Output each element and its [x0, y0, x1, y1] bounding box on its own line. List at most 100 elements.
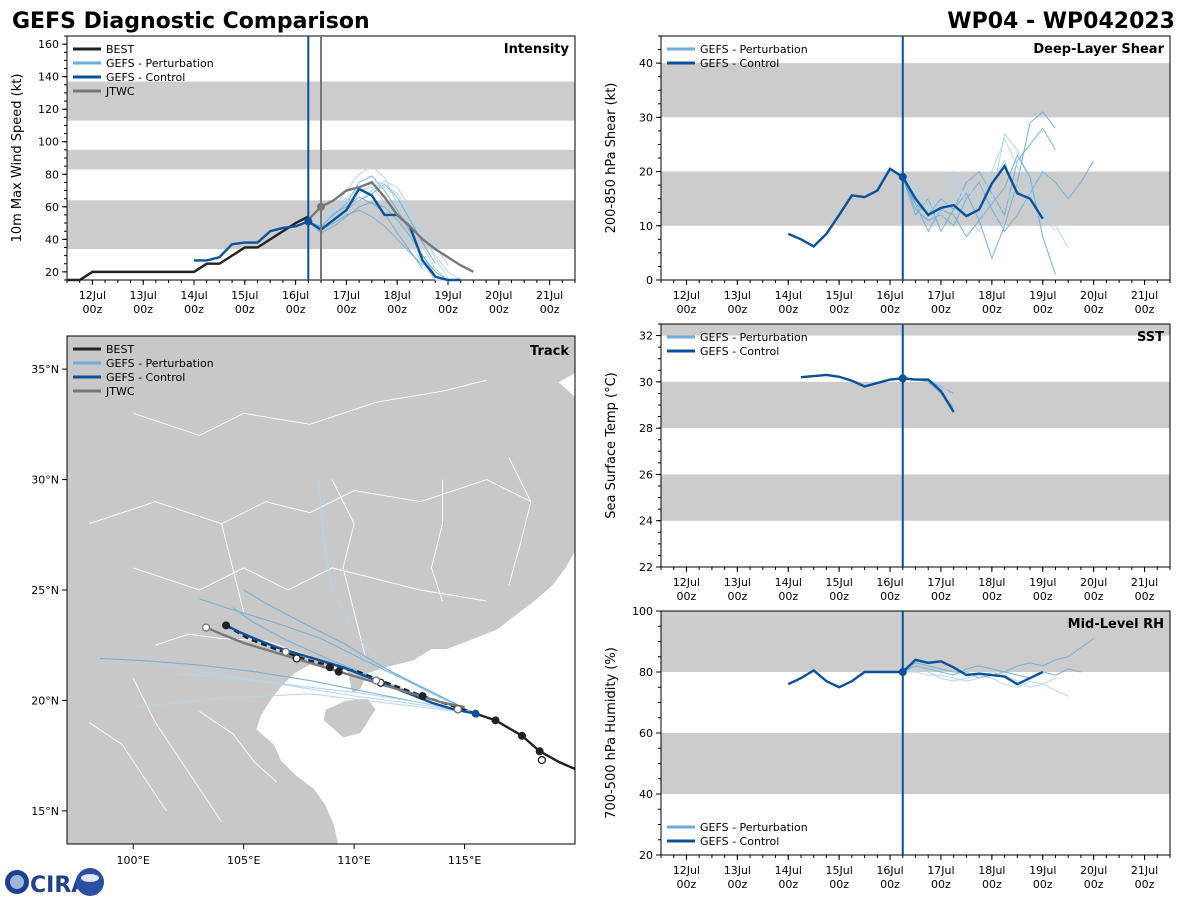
- intensity-y-tick-label: 40: [45, 233, 59, 246]
- shear-x-tick-time: 00z: [829, 303, 849, 316]
- rh-x-tick-time: 00z: [727, 878, 747, 891]
- shear-x-tick-date: 15Jul: [826, 289, 853, 302]
- track-perturbation-line: [133, 693, 476, 715]
- shear-x-tick-time: 00z: [1135, 303, 1155, 316]
- track-y-tick-label: 25°N: [31, 584, 59, 597]
- track-y-tick-label: 35°N: [31, 363, 59, 376]
- track-province-border: [155, 633, 311, 657]
- legend-label-control: GEFS - Control: [106, 371, 185, 384]
- track-best-open-marker: [292, 654, 301, 663]
- sst-x-tick-date: 16Jul: [876, 576, 903, 589]
- rh-x-tick-date: 15Jul: [826, 864, 853, 877]
- intensity-y-tick-label: 100: [38, 136, 59, 149]
- sst-x-tick-time: 00z: [982, 590, 1002, 603]
- intensity-x-tick-date: 17Jul: [333, 289, 360, 302]
- intensity-init-marker: [304, 217, 313, 226]
- shear-x-tick-time: 00z: [880, 303, 900, 316]
- shear-x-tick-date: 16Jul: [876, 289, 903, 302]
- shear-panel: 01020304012Jul00z13Jul00z14Jul00z15Jul00…: [604, 35, 1171, 316]
- legend-label-perturbation: GEFS - Perturbation: [700, 821, 808, 834]
- rh-x-tick-time: 00z: [778, 878, 798, 891]
- legend-label-perturbation: GEFS - Perturbation: [700, 43, 808, 56]
- track-taiwan-island: [577, 583, 619, 656]
- intensity-x-tick-date: 18Jul: [384, 289, 411, 302]
- track-best-marker: [222, 621, 231, 630]
- intensity-x-tick-time: 00z: [83, 303, 103, 316]
- shear-y-tick-label: 30: [639, 111, 653, 124]
- rh-panel-title: Mid-Level RH: [1068, 617, 1164, 632]
- rh-init-marker: [898, 668, 907, 676]
- sst-panel: 22242628303212Jul00z13Jul00z14Jul00z15Ju…: [604, 323, 1171, 603]
- track-province-border: [221, 523, 245, 613]
- track-perturbation-line: [318, 479, 476, 715]
- rh-x-tick-date: 20Jul: [1080, 864, 1107, 877]
- track-perturbation-line: [243, 589, 476, 715]
- intensity-x-tick-time: 00z: [235, 303, 255, 316]
- shear-x-tick-date: 19Jul: [1029, 289, 1056, 302]
- sst-x-tick-time: 00z: [1135, 590, 1155, 603]
- shear-x-tick-date: 13Jul: [724, 289, 751, 302]
- rh-band: [661, 733, 1170, 794]
- track-province-border: [133, 379, 487, 436]
- rh-x-tick-date: 12Jul: [673, 864, 700, 877]
- sst-y-tick-label: 24: [639, 515, 653, 528]
- intensity-x-tick-date: 13Jul: [130, 289, 157, 302]
- shear-x-tick-time: 00z: [727, 303, 747, 316]
- intensity-perturbation-line: [308, 180, 461, 281]
- track-province-border: [88, 722, 167, 812]
- rh-perturbation-line: [902, 638, 1094, 676]
- shear-x-tick-time: 00z: [677, 303, 697, 316]
- intensity-best-line: [67, 215, 309, 282]
- sst-x-tick-time: 00z: [1084, 590, 1104, 603]
- rh-x-tick-time: 00z: [982, 878, 1002, 891]
- sst-x-tick-date: 21Jul: [1131, 576, 1158, 589]
- intensity-x-tick-time: 00z: [337, 303, 357, 316]
- rh-x-tick-time: 00z: [677, 878, 697, 891]
- intensity-y-tick-label: 160: [38, 38, 59, 51]
- intensity-x-tick-time: 00z: [438, 303, 458, 316]
- sst-x-tick-date: 20Jul: [1080, 576, 1107, 589]
- intensity-x-tick-date: 20Jul: [485, 289, 512, 302]
- intensity-jtwc-line: [307, 180, 474, 273]
- track-best-marker: [535, 747, 544, 756]
- intensity-perturbation-line: [308, 209, 423, 266]
- figure-title-right: WP04 - WP042023: [947, 9, 1175, 34]
- intensity-x-tick-time: 00z: [489, 303, 509, 316]
- intensity-x-tick-time: 00z: [387, 303, 407, 316]
- sst-x-tick-date: 15Jul: [826, 576, 853, 589]
- track-province-border: [132, 678, 222, 823]
- sst-panel-title: SST: [1137, 330, 1164, 345]
- shear-x-tick-date: 12Jul: [673, 289, 700, 302]
- intensity-x-tick-time: 00z: [133, 303, 153, 316]
- rh-y-tick-label: 100: [632, 605, 653, 618]
- track-province-border: [88, 479, 532, 525]
- rh-x-tick-time: 00z: [1135, 878, 1155, 891]
- rh-perturbation-line: [902, 671, 1056, 688]
- intensity-x-tick-date: 16Jul: [282, 289, 309, 302]
- legend-label-control: GEFS - Control: [106, 71, 185, 84]
- track-panel: 100°E 105°E 110°E 115°E 15°N 20°N 25°N 30°N 35°N…: [31, 335, 619, 867]
- intensity-x-tick-date: 21Jul: [536, 289, 563, 302]
- legend-label-control: GEFS - Control: [700, 835, 779, 848]
- intensity-y-tick-label: 20: [45, 266, 59, 279]
- rh-panel: 2040608010012Jul00z13Jul00z14Jul00z15Jul…: [604, 605, 1171, 891]
- intensity-perturbation-line: [307, 201, 424, 269]
- rh-y-tick-label: 80: [639, 666, 653, 679]
- track-mainland: [67, 336, 575, 844]
- intensity-x-tick-time: 00z: [286, 303, 306, 316]
- rh-control-line: [787, 658, 1044, 689]
- legend-label-best: BEST: [106, 343, 134, 356]
- track-x-tick-label: 110°E: [337, 854, 370, 867]
- shear-x-tick-time: 00z: [931, 303, 951, 316]
- sst-band: [661, 381, 1170, 429]
- cira-logo: CIRA: [5, 868, 104, 898]
- intensity-panel-title: Intensity: [504, 42, 570, 57]
- sst-x-tick-date: 17Jul: [927, 576, 954, 589]
- track-best-marker: [418, 692, 427, 701]
- track-best-marker: [517, 731, 526, 740]
- sst-plot-frame: [660, 323, 1171, 568]
- track-perturbation-line: [177, 673, 476, 715]
- track-jtwc-open-marker: [372, 676, 381, 685]
- rh-x-tick-date: 18Jul: [978, 864, 1005, 877]
- intensity-perturbation-line: [308, 186, 448, 281]
